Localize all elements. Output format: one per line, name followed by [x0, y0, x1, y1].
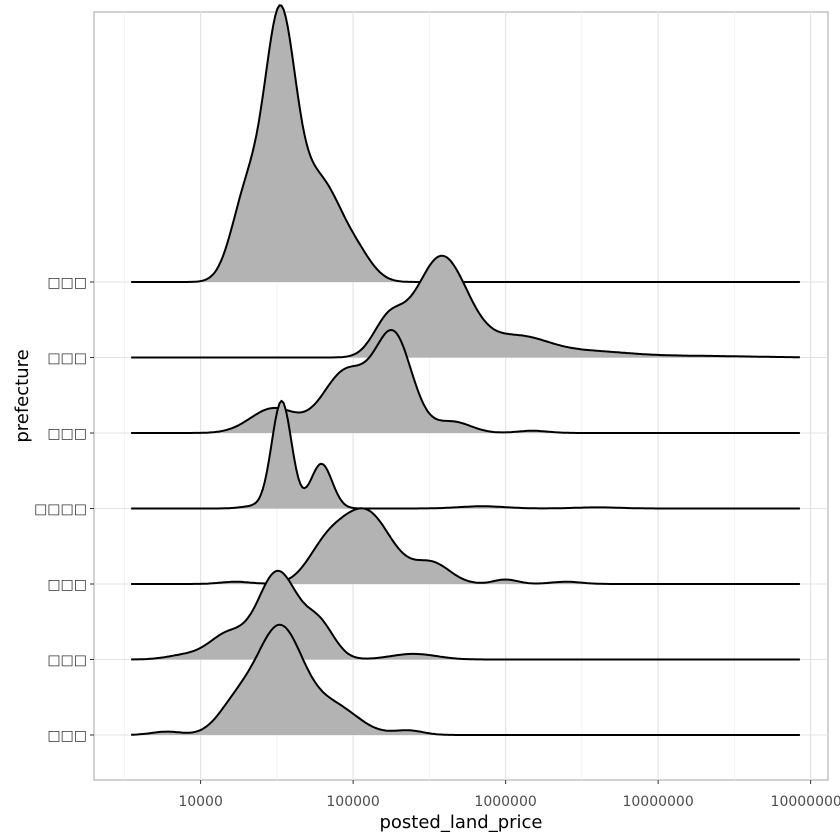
ridge-line: [131, 399, 800, 510]
x-tick-label: 10000: [178, 794, 223, 810]
ridge-area: [131, 624, 800, 735]
ridge-4: [131, 329, 800, 434]
ridge-line: [131, 329, 800, 434]
y-tick-label: □□□: [47, 653, 87, 669]
y-tick-label: □□□: [47, 577, 87, 593]
x-tick-label: 100000: [326, 794, 379, 810]
ridge-3: [131, 399, 800, 510]
ridge-line: [131, 254, 800, 359]
x-axis-labels: 10000 100000 1000000 10000000 100000000: [178, 780, 840, 810]
ridge-line: [131, 569, 800, 661]
x-tick-label: 10000000: [622, 794, 693, 810]
x-tick-label: 1000000: [474, 794, 536, 810]
x-tick-label: 100000000: [771, 794, 840, 810]
x-axis-title: posted_land_price: [379, 812, 542, 833]
ridge-area: [131, 255, 800, 358]
ridge-area: [131, 5, 800, 283]
ridge-line: [131, 507, 800, 585]
y-tick-label: □□□: [47, 275, 87, 291]
y-axis-title: prefecture: [12, 349, 33, 442]
ridge-line: [131, 4, 800, 283]
ridge-5: [131, 254, 800, 359]
y-tick-label: □□□: [47, 728, 87, 744]
y-tick-label: □□□: [47, 351, 87, 367]
y-axis-labels: □□□□□□□□□□□□□□□□□□□□□□: [34, 275, 94, 744]
y-tick-label: □□□: [47, 426, 87, 442]
y-tick-label: □□□□: [34, 502, 87, 518]
ridge-line: [131, 623, 800, 736]
ridges: [131, 4, 800, 736]
ridge-6: [131, 4, 800, 283]
ridge-1: [131, 569, 800, 661]
ridge-0: [131, 623, 800, 736]
ridge-2: [131, 507, 800, 585]
ridge-area: [131, 400, 800, 509]
plot-panel: [93, 11, 829, 781]
ridge-area: [131, 570, 800, 660]
